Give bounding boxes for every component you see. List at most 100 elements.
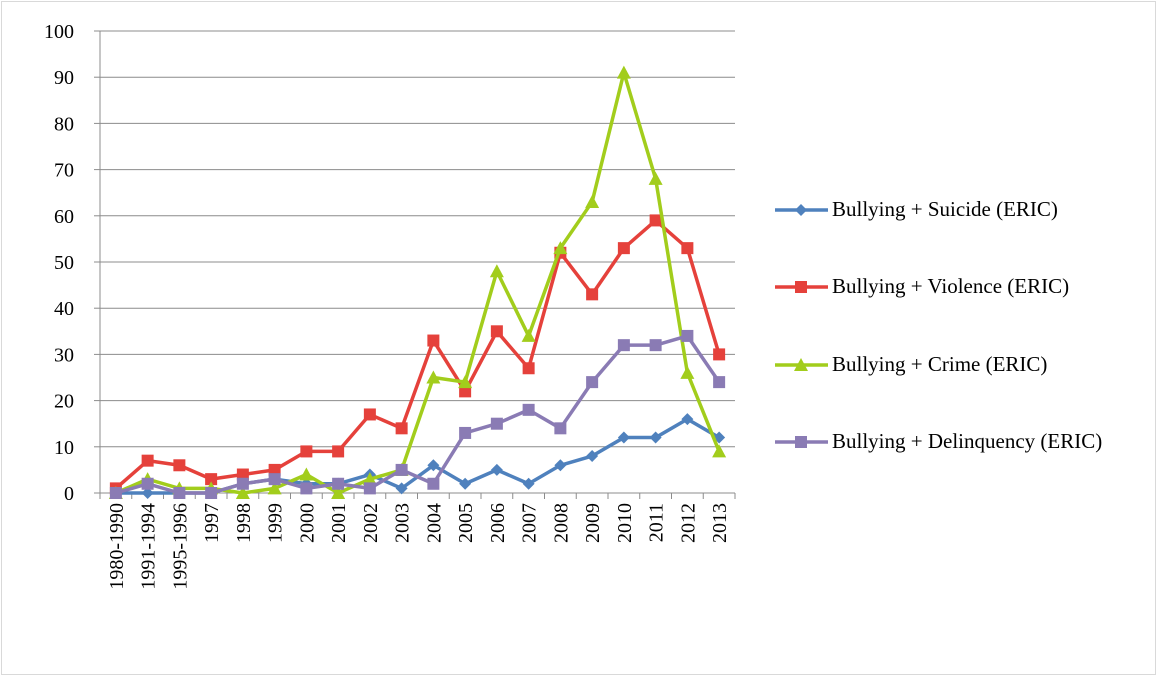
marker bbox=[205, 487, 218, 499]
y-tick-label: 90 bbox=[54, 67, 74, 89]
marker bbox=[490, 463, 503, 476]
marker bbox=[713, 348, 726, 361]
x-tick-label: 1997 bbox=[201, 503, 223, 543]
y-tick-label: 0 bbox=[64, 483, 74, 505]
marker bbox=[459, 426, 472, 439]
marker bbox=[267, 481, 282, 495]
legend-label: Bullying + Suicide (ERIC) bbox=[832, 197, 1058, 221]
marker bbox=[427, 334, 440, 347]
marker bbox=[363, 482, 376, 495]
y-tick-label: 50 bbox=[54, 252, 74, 274]
x-tick-label: 2013 bbox=[709, 503, 731, 543]
marker bbox=[268, 473, 281, 486]
legend-label: Bullying + Delinquency (ERIC) bbox=[832, 429, 1103, 453]
y-tick-label: 40 bbox=[54, 298, 74, 320]
marker bbox=[586, 450, 599, 463]
marker bbox=[649, 339, 662, 352]
marker bbox=[617, 431, 630, 444]
marker bbox=[427, 459, 440, 472]
marker bbox=[490, 417, 503, 430]
marker bbox=[205, 473, 218, 486]
x-tick-label: 2002 bbox=[360, 503, 382, 543]
x-tick-label: 2012 bbox=[677, 503, 699, 543]
marker bbox=[332, 477, 345, 490]
marker bbox=[795, 436, 807, 448]
marker bbox=[680, 365, 695, 379]
y-tick-label: 20 bbox=[54, 391, 74, 413]
y-tick-label: 100 bbox=[44, 21, 74, 43]
marker bbox=[713, 376, 726, 389]
marker bbox=[616, 65, 631, 79]
marker bbox=[235, 486, 250, 499]
marker bbox=[553, 241, 568, 255]
marker bbox=[395, 422, 408, 435]
marker bbox=[362, 472, 377, 486]
x-tick-label: 2009 bbox=[582, 503, 604, 543]
marker bbox=[554, 422, 567, 435]
marker bbox=[300, 445, 313, 458]
marker bbox=[426, 370, 441, 384]
marker bbox=[712, 444, 727, 458]
marker bbox=[427, 477, 440, 490]
y-tick-label: 80 bbox=[54, 113, 74, 135]
marker bbox=[363, 408, 376, 421]
marker bbox=[300, 482, 313, 495]
x-tick-label: 2008 bbox=[550, 503, 572, 543]
marker bbox=[173, 459, 186, 472]
marker bbox=[332, 445, 345, 458]
marker bbox=[681, 329, 694, 342]
y-tick-label: 70 bbox=[54, 160, 74, 182]
marker bbox=[649, 214, 662, 227]
marker bbox=[236, 468, 249, 481]
marker bbox=[458, 375, 473, 389]
marker bbox=[395, 463, 408, 476]
x-tick-label: 2001 bbox=[328, 503, 350, 543]
marker bbox=[141, 454, 154, 467]
x-tick-label: 1980-1990 bbox=[106, 503, 128, 590]
y-tick-label: 30 bbox=[54, 344, 74, 366]
marker bbox=[141, 477, 154, 490]
x-tick-label: 1995-1996 bbox=[169, 503, 191, 590]
x-tick-label: 2005 bbox=[455, 503, 477, 543]
marker bbox=[173, 487, 186, 499]
marker bbox=[795, 281, 807, 293]
x-tick-label: 1999 bbox=[265, 503, 287, 543]
x-tick-label: 1991-1994 bbox=[138, 503, 160, 590]
marker bbox=[236, 477, 249, 490]
marker bbox=[794, 358, 808, 371]
marker bbox=[489, 264, 504, 278]
legend-label: Bullying + Crime (ERIC) bbox=[832, 352, 1048, 376]
marker bbox=[522, 362, 535, 375]
x-tick-label: 1998 bbox=[233, 503, 255, 543]
x-tick-label: 2003 bbox=[392, 503, 414, 543]
marker bbox=[649, 431, 662, 444]
marker bbox=[141, 487, 154, 499]
legend-label: Bullying + Violence (ERIC) bbox=[832, 274, 1070, 298]
marker bbox=[522, 403, 535, 416]
x-tick-label: 2004 bbox=[423, 503, 445, 543]
marker bbox=[395, 482, 408, 495]
x-tick-label: 2006 bbox=[487, 503, 509, 543]
x-tick-label: 2010 bbox=[614, 503, 636, 543]
marker bbox=[681, 242, 694, 255]
marker bbox=[490, 325, 503, 338]
marker bbox=[648, 171, 663, 185]
marker bbox=[522, 477, 535, 490]
marker bbox=[617, 242, 630, 255]
marker bbox=[586, 376, 599, 389]
x-tick-label: 2000 bbox=[296, 503, 318, 543]
marker bbox=[617, 339, 630, 352]
marker bbox=[795, 204, 807, 216]
marker bbox=[521, 328, 536, 342]
marker bbox=[585, 194, 600, 208]
y-tick-label: 60 bbox=[54, 206, 74, 228]
x-tick-label: 2011 bbox=[646, 503, 668, 542]
marker bbox=[586, 288, 599, 301]
marker bbox=[459, 385, 472, 398]
marker bbox=[459, 477, 472, 490]
marker bbox=[299, 467, 314, 481]
y-tick-label: 10 bbox=[54, 437, 74, 459]
